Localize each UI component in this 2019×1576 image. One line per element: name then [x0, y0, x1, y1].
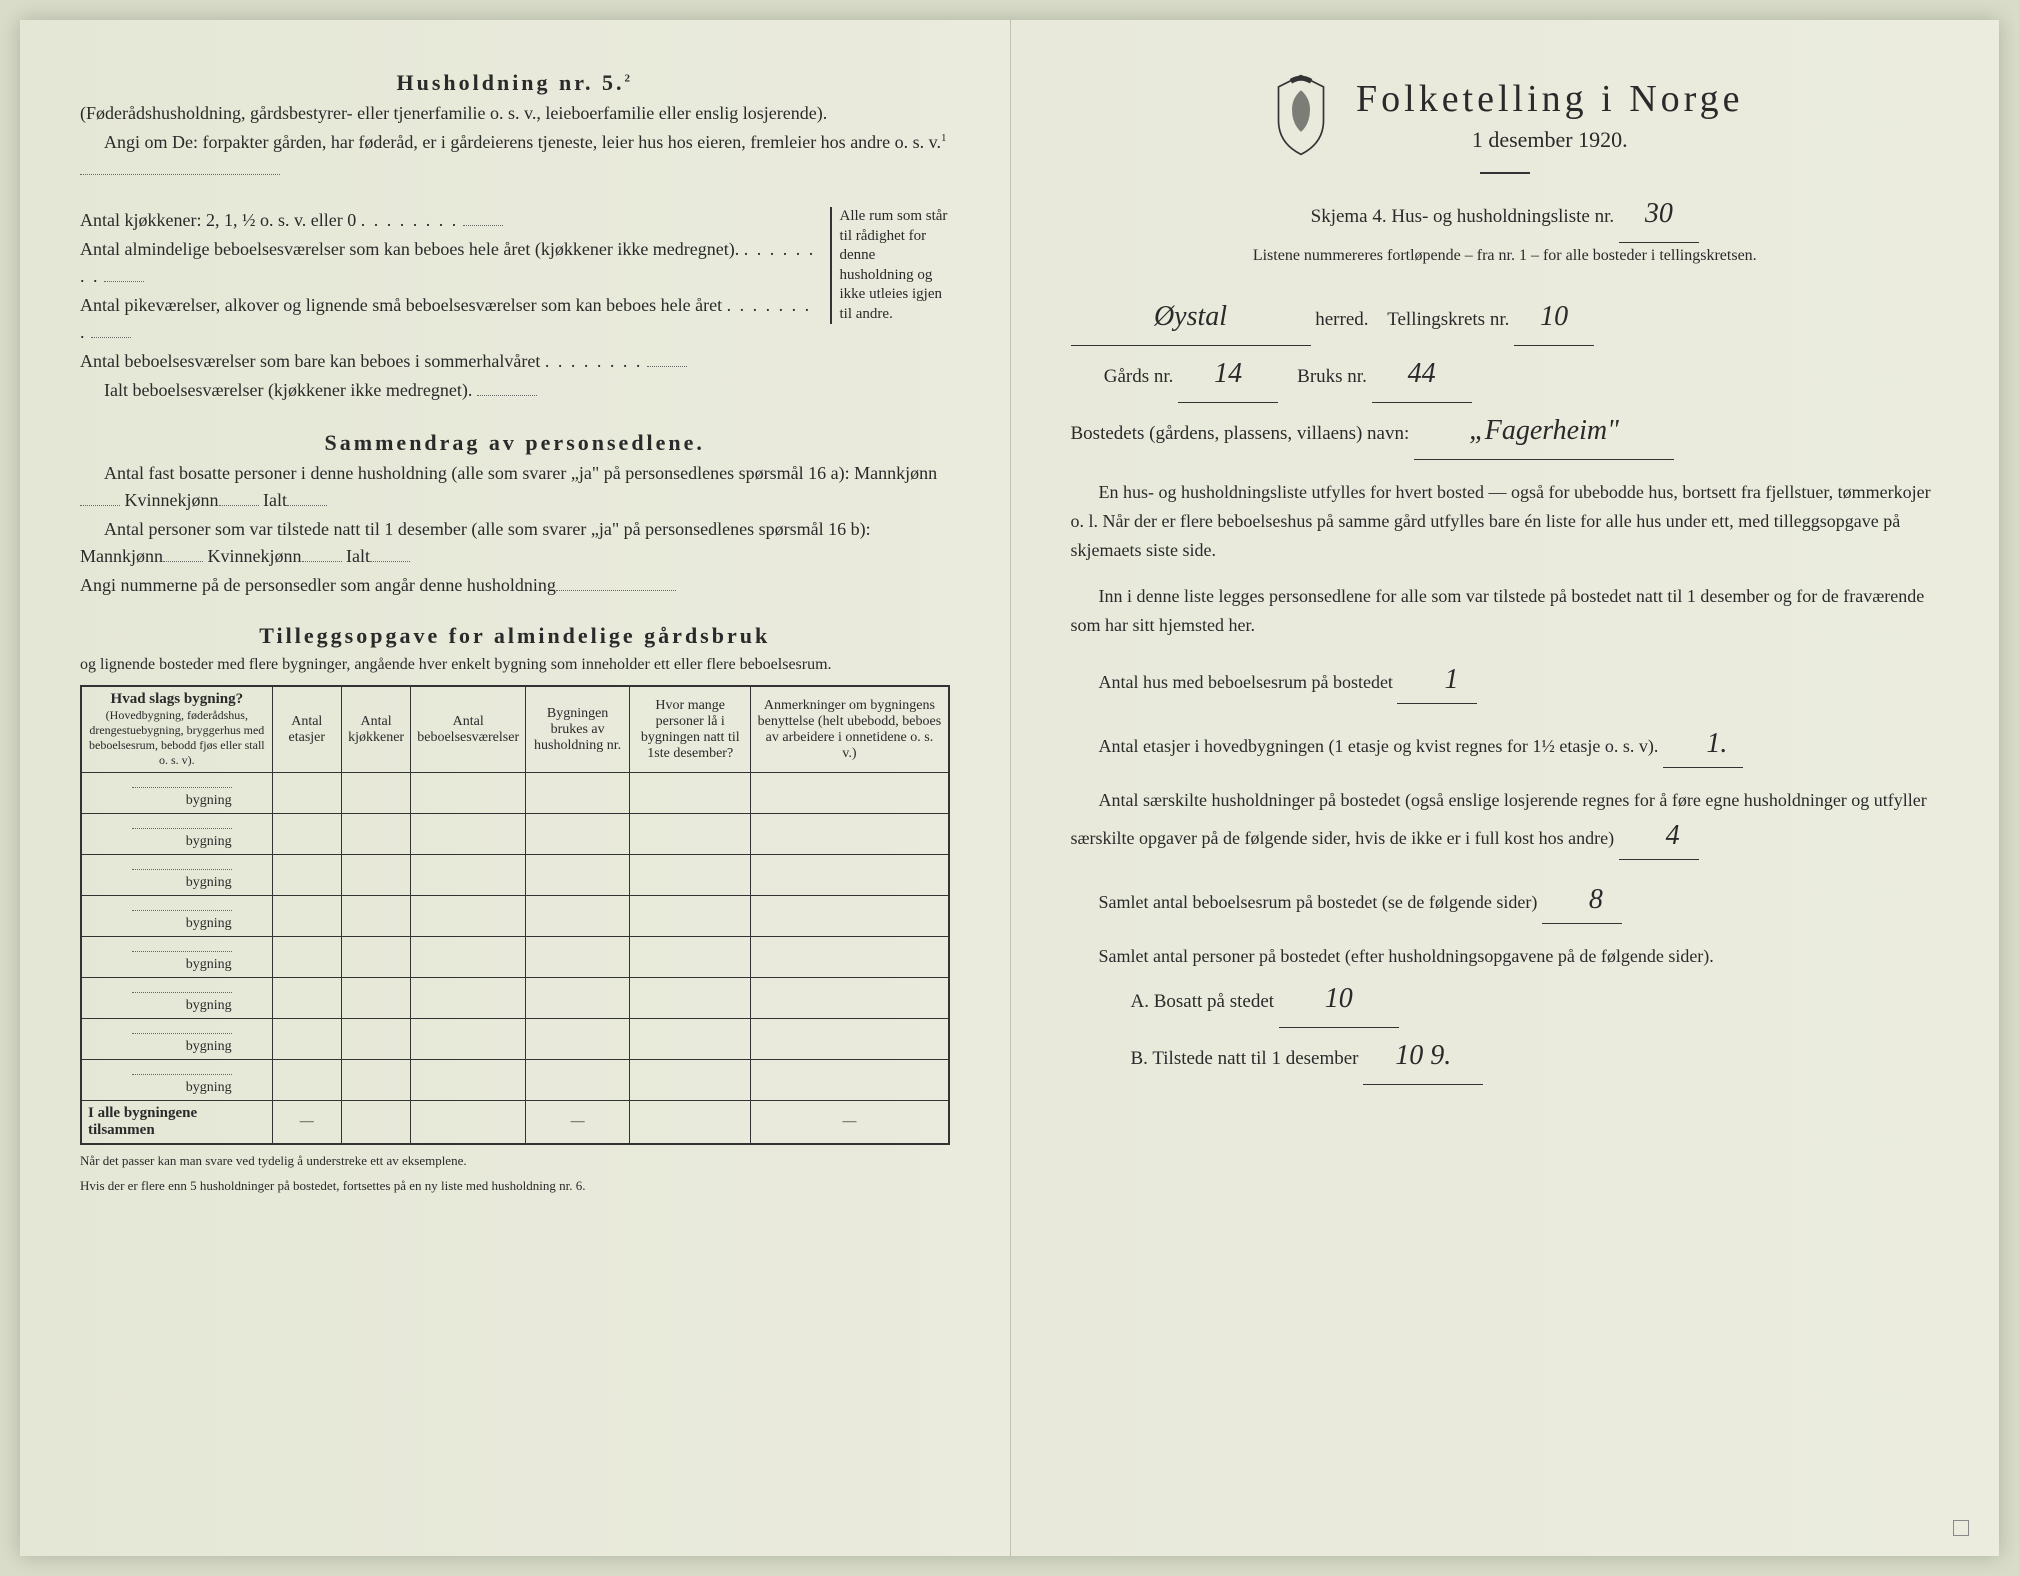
table-row: bygning: [82, 937, 949, 978]
th-3: Antal beboelsesværelser: [411, 687, 526, 773]
household-heading: Husholdning nr. 5.2: [80, 70, 950, 96]
th-1: Antal etasjer: [272, 687, 341, 773]
q1-value: 1: [1397, 658, 1477, 704]
skjema-line: Skjema 4. Hus- og husholdningsliste nr. …: [1071, 186, 1940, 243]
table-row: bygning: [82, 855, 949, 896]
tillegg-sub: og lignende bosteder med flere bygninger…: [80, 653, 950, 677]
footer-note-2: Hvis der er flere enn 5 husholdninger på…: [80, 1178, 950, 1195]
qB: B. Tilstede natt til 1 desember 10 9.: [1131, 1028, 1940, 1085]
rooms-2: Antal pikeværelser, alkover og lignende …: [80, 292, 820, 346]
qA-value: 10: [1279, 971, 1399, 1028]
gards-value: 14: [1178, 346, 1278, 403]
title-block: Folketelling i Norge 1 desember 1920.: [1071, 70, 1940, 174]
table-row: bygning: [82, 1019, 949, 1060]
para-1: En hus- og husholdningsliste utfylles fo…: [1071, 478, 1940, 564]
q1: Antal hus med beboelsesrum på bostedet 1: [1071, 658, 1940, 704]
th-2: Antal kjøkkener: [341, 687, 410, 773]
summary-2: Antal personer som var tilstede natt til…: [80, 516, 950, 570]
para-2: Inn i denne liste legges personsedlene f…: [1071, 582, 1940, 640]
left-page: Husholdning nr. 5.2 (Føderådshusholdning…: [20, 20, 1010, 1556]
th-0: Hvad slags bygning?: [88, 691, 266, 708]
bosted-line: Bostedets (gårdens, plassens, villaens) …: [1071, 403, 1940, 460]
building-table: Hvad slags bygning? (Hovedbygning, føder…: [80, 685, 950, 1145]
qB-value: 10 9.: [1363, 1028, 1483, 1085]
divider: [1480, 172, 1530, 174]
table-row: bygning: [82, 978, 949, 1019]
listene-note: Listene nummereres fortløpende – fra nr.…: [1071, 247, 1940, 265]
q3-value: 4: [1619, 814, 1699, 860]
herred-value: Øystal: [1071, 289, 1311, 346]
table-header-row: Hvad slags bygning? (Hovedbygning, føder…: [82, 687, 949, 773]
printer-mark: [1953, 1520, 1969, 1536]
table-total-row: I alle bygningene tilsammen ———: [82, 1101, 949, 1144]
gards-line: Gårds nr. 14 Bruks nr. 44: [1071, 346, 1940, 403]
rooms-total: Ialt beboelsesværelser (kjøkkener ikke m…: [80, 377, 820, 404]
q2: Antal etasjer i hovedbygningen (1 etasje…: [1071, 722, 1940, 768]
q4: Samlet antal beboelsesrum på bostedet (s…: [1071, 878, 1940, 924]
th-0-sub: (Hovedbygning, føderådshus, drengestueby…: [88, 708, 266, 768]
q4-value: 8: [1542, 878, 1622, 924]
summary-3: Angi nummerne på de personsedler som ang…: [80, 572, 950, 599]
table-row: bygning: [82, 773, 949, 814]
right-page: Folketelling i Norge 1 desember 1920. Sk…: [1010, 20, 2000, 1556]
th-4: Bygningen brukes av husholdning nr.: [526, 687, 630, 773]
table-row: bygning: [82, 1060, 949, 1101]
footer-note-1: Når det passer kan man svare ved tydelig…: [80, 1153, 950, 1170]
bracket-note: Alle rum som står til rådighet for denne…: [830, 207, 950, 324]
subtitle: 1 desember 1920.: [1356, 127, 1744, 153]
document-spread: Husholdning nr. 5.2 (Føderådshusholdning…: [20, 20, 1999, 1556]
total-label: I alle bygningene tilsammen: [82, 1101, 273, 1144]
q2-value: 1.: [1663, 722, 1743, 768]
intro-2: Angi om De: forpakter gården, har føderå…: [80, 129, 950, 183]
tillegg-heading: Tilleggsopgave for almindelige gårdsbruk: [80, 623, 950, 649]
table-row: bygning: [82, 814, 949, 855]
kitchens-line: Antal kjøkkener: 2, 1, ½ o. s. v. eller …: [80, 207, 820, 234]
summary-heading: Sammendrag av personsedlene.: [80, 430, 950, 456]
rooms-1: Antal almindelige beboelsesværelser som …: [80, 236, 820, 290]
summary-1: Antal fast bosatte personer i denne hush…: [80, 460, 950, 514]
coat-of-arms-icon: [1266, 70, 1336, 160]
qA: A. Bosatt på stedet 10: [1131, 971, 1940, 1028]
bosted-value: „Fagerheim": [1414, 403, 1674, 460]
intro-1: (Føderådshusholdning, gårdsbestyrer- ell…: [80, 100, 950, 127]
herred-line: Øystal herred. Tellingskrets nr. 10: [1071, 289, 1940, 346]
skjema-nr-value: 30: [1619, 186, 1699, 243]
table-row: bygning: [82, 896, 949, 937]
q3: Antal særskilte husholdninger på bostede…: [1071, 786, 1940, 861]
krets-value: 10: [1514, 289, 1594, 346]
th-5: Hvor mange personer lå i bygningen natt …: [630, 687, 751, 773]
rooms-block: Antal kjøkkener: 2, 1, ½ o. s. v. eller …: [80, 207, 950, 406]
bruks-value: 44: [1372, 346, 1472, 403]
main-title: Folketelling i Norge: [1356, 77, 1744, 121]
q5: Samlet antal personer på bostedet (efter…: [1071, 942, 1940, 971]
th-6: Anmerkninger om bygningens benyttelse (h…: [751, 687, 948, 773]
rooms-3: Antal beboelsesværelser som bare kan beb…: [80, 348, 820, 375]
